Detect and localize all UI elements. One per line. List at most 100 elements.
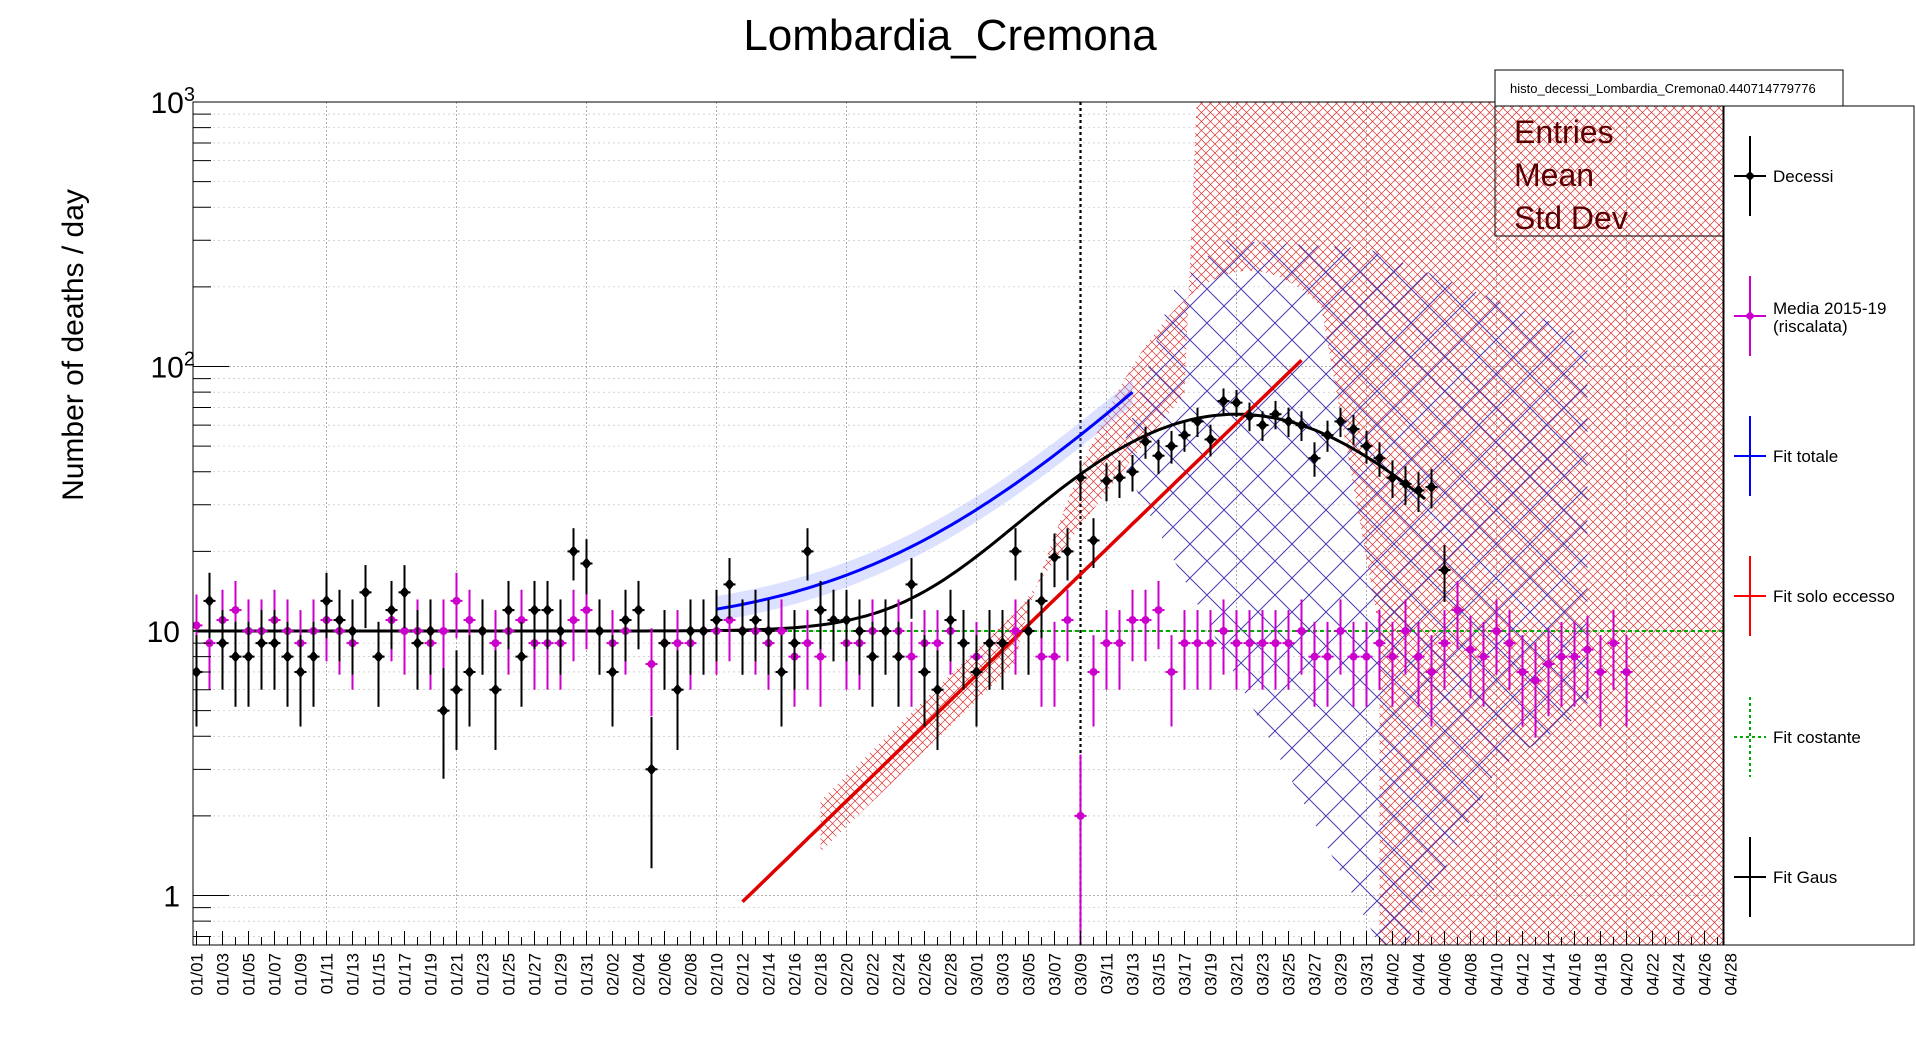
media-point	[1284, 639, 1293, 648]
media-point	[1479, 652, 1488, 661]
media-point	[1310, 652, 1319, 661]
media-point	[1154, 606, 1163, 615]
decessi-point	[1179, 429, 1190, 442]
decessi-point	[1101, 474, 1112, 487]
decessi-point	[282, 650, 293, 663]
legend-label: Fit solo eccesso	[1773, 587, 1895, 606]
decessi-point	[1218, 395, 1229, 408]
media-point	[1011, 627, 1020, 636]
decessi-point	[1244, 409, 1255, 422]
decessi-point	[646, 763, 657, 776]
media-point	[1453, 606, 1462, 615]
x-tick-label: 03/07	[1046, 953, 1065, 996]
decessi-point	[984, 637, 995, 650]
decessi-point	[490, 683, 501, 696]
x-tick-label: 01/15	[370, 953, 389, 996]
decessi-point	[1114, 471, 1125, 484]
media-point	[569, 616, 578, 625]
x-tick-label: 02/16	[786, 953, 805, 996]
x-tick-label: 02/02	[604, 953, 623, 996]
decessi-point	[594, 625, 605, 638]
x-tick-label: 03/25	[1280, 953, 1299, 996]
x-tick-label: 03/23	[1254, 953, 1273, 996]
media-point	[1089, 667, 1098, 676]
x-tick-label: 01/25	[500, 953, 519, 996]
media-point	[491, 639, 500, 648]
x-tick-label: 02/04	[630, 953, 649, 996]
decessi-point	[1400, 477, 1411, 490]
decessi-point	[1023, 625, 1034, 638]
media-point	[1440, 639, 1449, 648]
media-point	[1518, 667, 1527, 676]
decessi-point	[1062, 545, 1073, 558]
decessi-point	[1413, 484, 1424, 497]
legend-label-secondary: (riscalata)	[1773, 317, 1848, 336]
decessi-point	[607, 665, 618, 678]
media-point	[1622, 667, 1631, 676]
x-tick-label: 02/18	[812, 953, 831, 996]
x-tick-label: 02/28	[942, 953, 961, 996]
decessi-point	[1374, 452, 1385, 465]
x-tick-label: 02/22	[864, 953, 883, 996]
media-point	[1063, 616, 1072, 625]
stats-box-title: histo_decessi_Lombardia_Cremona0.4407147…	[1510, 81, 1816, 96]
decessi-point	[516, 650, 527, 663]
decessi-point	[1426, 481, 1437, 494]
decessi-point	[555, 625, 566, 638]
legend-marker-point	[1745, 171, 1755, 181]
media-point	[1583, 645, 1592, 654]
media-point	[1037, 652, 1046, 661]
media-point	[1375, 639, 1384, 648]
decessi-point	[1231, 396, 1242, 409]
x-tick-label: 04/02	[1384, 953, 1403, 996]
media-point	[1349, 652, 1358, 661]
x-tick-label: 01/11	[318, 953, 337, 994]
x-tick-label: 04/16	[1566, 953, 1585, 996]
decessi-point	[477, 625, 488, 638]
media-point	[231, 606, 240, 615]
decessi-point	[581, 557, 592, 570]
x-tick-label: 03/13	[1124, 953, 1143, 996]
y-tick-label: 102	[151, 349, 196, 385]
x-tick-label: 03/27	[1306, 953, 1325, 996]
decessi-point	[1348, 423, 1359, 436]
media-point	[803, 639, 812, 648]
decessi-point	[1296, 419, 1307, 432]
media-point	[1388, 652, 1397, 661]
decessi-point	[815, 604, 826, 617]
decessi-point	[529, 604, 540, 617]
x-tick-label: 02/26	[916, 953, 935, 996]
x-tick-label: 01/31	[578, 953, 597, 996]
media-point	[452, 596, 461, 605]
media-point	[933, 639, 942, 648]
decessi-point	[256, 637, 267, 650]
decessi-point	[243, 650, 254, 663]
stats-box-header	[1494, 69, 1844, 107]
media-point	[1258, 639, 1267, 648]
decessi-point	[1309, 452, 1320, 465]
decessi-point	[802, 545, 813, 558]
stats-box: histo_decessi_Lombardia_Cremona0.4407147…	[1494, 69, 1844, 237]
decessi-point	[1192, 415, 1203, 428]
x-tick-label: 03/29	[1332, 953, 1351, 996]
decessi-point	[659, 637, 670, 650]
y-axis-label: Number of deaths / day	[57, 189, 90, 501]
media-point	[777, 627, 786, 636]
decessi-point	[204, 594, 215, 607]
x-tick-label: 04/20	[1618, 953, 1637, 996]
media-point	[1115, 639, 1124, 648]
decessi-point	[373, 650, 384, 663]
x-tick-label: 04/14	[1540, 953, 1559, 996]
decessi-point	[633, 604, 644, 617]
media-point	[1050, 652, 1059, 661]
stats-row-stddev: Std Dev	[1514, 200, 1628, 236]
media-point	[1570, 652, 1579, 661]
decessi-point	[347, 625, 358, 638]
decessi-point	[880, 625, 891, 638]
x-tick-label: 02/10	[708, 953, 727, 996]
decessi-point	[568, 545, 579, 558]
x-tick-label: 01/27	[526, 953, 545, 996]
decessi-point	[906, 578, 917, 591]
x-tick-label: 04/18	[1592, 953, 1611, 996]
